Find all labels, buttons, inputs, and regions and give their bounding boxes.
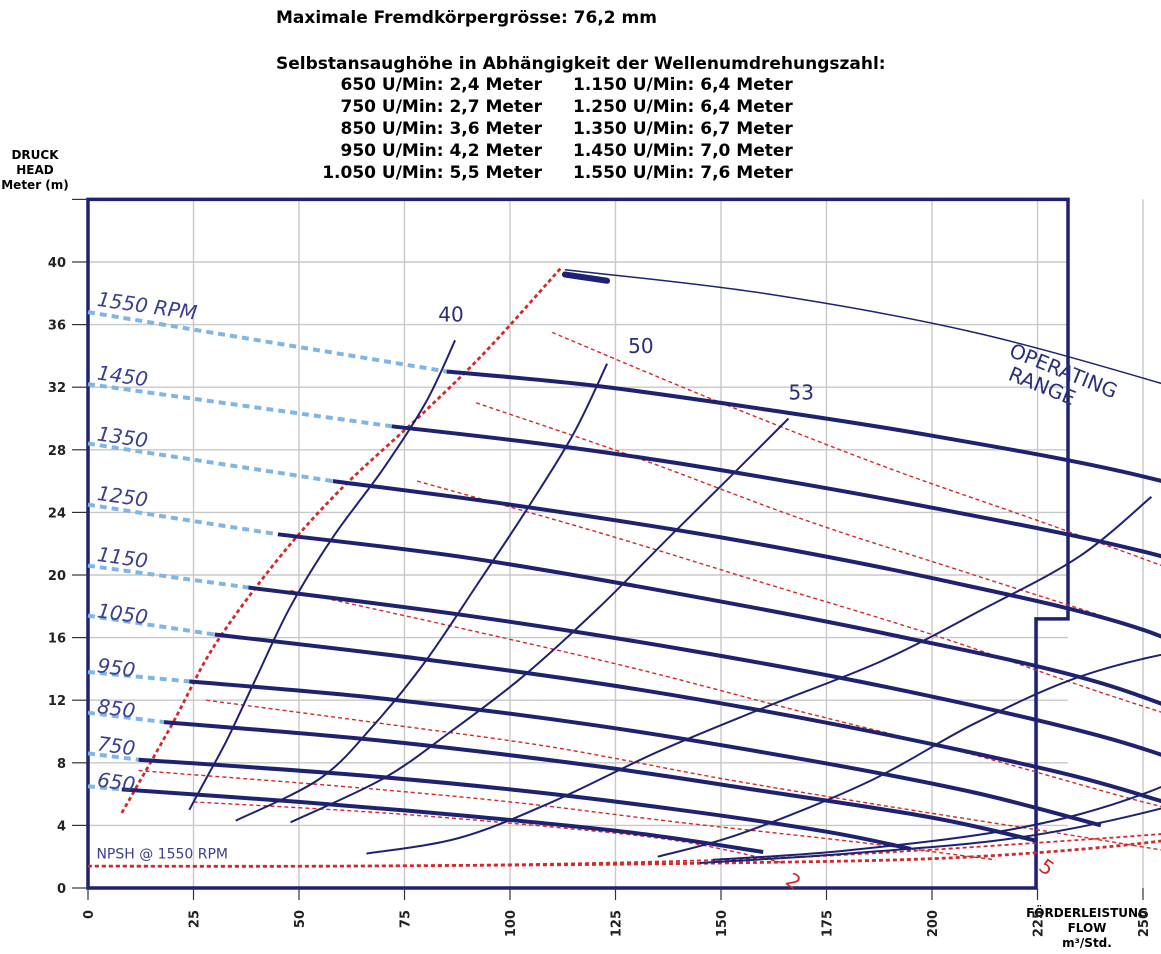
- priming-row-right: 1.350 U/Min: 6,7 Meter: [573, 119, 793, 139]
- speed-curve: [163, 720, 1038, 843]
- efficiency-curve: [699, 807, 1161, 864]
- speed-curve-extension: [87, 784, 122, 792]
- speed-curve: [248, 585, 1161, 757]
- priming-row-left: 950 U/Min: 4,2 Meter: [340, 141, 542, 161]
- priming-row-right: 1.450 U/Min: 7,0 Meter: [573, 141, 793, 161]
- speed-curve-extension: [87, 751, 139, 762]
- speed-curve: [189, 679, 1102, 828]
- speed-curve-extension: [87, 382, 393, 429]
- speed-curve-extension: [87, 670, 190, 684]
- x-axis-title: FÖRDERLEISTUNG FLOW m³/Std.: [1016, 906, 1158, 951]
- speed-curve-extension: [87, 310, 448, 374]
- npsh-label: NPSH @ 1550 RPM: [96, 846, 228, 862]
- x-axis-title-line: m³/Std.: [1062, 936, 1112, 950]
- speed-curve: [277, 532, 1161, 706]
- speed-curve-label: 750: [96, 731, 137, 760]
- speed-curve-label: 950: [96, 653, 137, 682]
- header-line-1: Maximale Fremdkörpergrösse: 76,2 mm: [276, 8, 657, 28]
- speed-curve-label: 1550 RPM: [96, 287, 199, 325]
- efficiency-curve-label: 40: [438, 302, 463, 326]
- y-tick-label: 24: [48, 506, 66, 521]
- priming-row-right: 1.250 U/Min: 6,4 Meter: [573, 97, 793, 117]
- x-tick-label: 50: [293, 910, 308, 928]
- priming-row-left: 650 U/Min: 2,4 Meter: [340, 75, 542, 95]
- x-tick-label: 75: [399, 910, 414, 928]
- speed-curve-label: 850: [96, 694, 137, 723]
- y-tick-label: 36: [48, 319, 66, 334]
- speed-curve-label: 1050: [96, 598, 150, 629]
- chart-frame: [86, 197, 1070, 890]
- priming-row-left: 850 U/Min: 3,6 Meter: [340, 119, 542, 139]
- speed-curve: [391, 424, 1161, 559]
- priming-row-left: 750 U/Min: 2,7 Meter: [340, 97, 542, 117]
- efficiency-curve-label: 53: [789, 381, 814, 405]
- speed-curve: [446, 369, 1161, 483]
- efficiency-curve: [290, 417, 790, 824]
- speed-curve: [121, 787, 764, 854]
- x-tick-label: 25: [188, 910, 203, 928]
- efficiency-curve-label: 50: [628, 334, 653, 358]
- priming-row-left: 1.050 U/Min: 5,5 Meter: [322, 163, 542, 183]
- y-tick-label: 16: [48, 632, 66, 647]
- speed-curve: [138, 757, 912, 851]
- y-tick-label: 0: [57, 882, 66, 897]
- y-tick-label: 12: [48, 694, 66, 709]
- y-tick-label: 8: [57, 757, 66, 772]
- x-axis-title-line: FÖRDERLEISTUNG: [1026, 906, 1148, 920]
- power-curve: [138, 769, 996, 861]
- speed-curve: [332, 479, 1161, 639]
- priming-row-right: 1.150 U/Min: 6,4 Meter: [573, 75, 793, 95]
- power-curve-label: 5: [1035, 854, 1059, 881]
- y-tick-label: 20: [48, 569, 66, 584]
- operating-limit-curve: [120, 267, 562, 814]
- y-tick-label: 4: [57, 819, 66, 834]
- y-axis-title-line: DRUCK: [11, 148, 59, 162]
- power-curve-label: 2: [781, 868, 805, 895]
- speed-curve-extension: [87, 563, 249, 590]
- power-curve: [417, 480, 1161, 713]
- operating-range-end-mark: [561, 271, 611, 284]
- x-tick-label: 0: [82, 910, 97, 919]
- x-tick-label: 250: [1137, 910, 1152, 937]
- efficiency-curve: [657, 653, 1161, 858]
- operating-limit-curve: [87, 839, 1161, 868]
- priming-row-right: 1.550 U/Min: 7,6 Meter: [573, 163, 793, 183]
- x-tick-label: 200: [926, 910, 941, 937]
- operating-range-arc: [564, 269, 1161, 385]
- header-line-2: Selbstansaughöhe in Abhängigkeit der Wel…: [276, 54, 886, 74]
- speed-curve-extension: [87, 613, 215, 637]
- efficiency-curve: [366, 496, 1153, 855]
- npsh-curve: [87, 833, 1161, 868]
- speed-curve-extension: [87, 710, 165, 725]
- speed-curve-extension: [87, 502, 279, 537]
- power-curve: [206, 699, 1161, 851]
- speed-curve-label: 650: [96, 767, 137, 796]
- x-tick-label: 125: [610, 910, 625, 937]
- y-tick-label: 40: [48, 256, 66, 271]
- x-tick-label: 225: [1032, 910, 1047, 937]
- y-tick-label: 28: [48, 444, 66, 459]
- y-axis-title-line: HEAD: [16, 163, 54, 177]
- speed-curve-extension: [87, 441, 334, 484]
- efficiency-curve: [712, 785, 1161, 861]
- y-axis-title-line: Meter (m): [1, 178, 69, 192]
- speed-curve: [214, 632, 1161, 804]
- y-axis-title: DRUCK HEAD Meter (m): [0, 148, 70, 193]
- x-axis-title-line: FLOW: [1067, 921, 1107, 935]
- power-curve: [290, 589, 1161, 808]
- x-tick-label: 100: [504, 910, 519, 937]
- y-tick-label: 32: [48, 381, 66, 396]
- x-tick-label: 150: [715, 910, 730, 937]
- x-tick-label: 175: [821, 910, 836, 937]
